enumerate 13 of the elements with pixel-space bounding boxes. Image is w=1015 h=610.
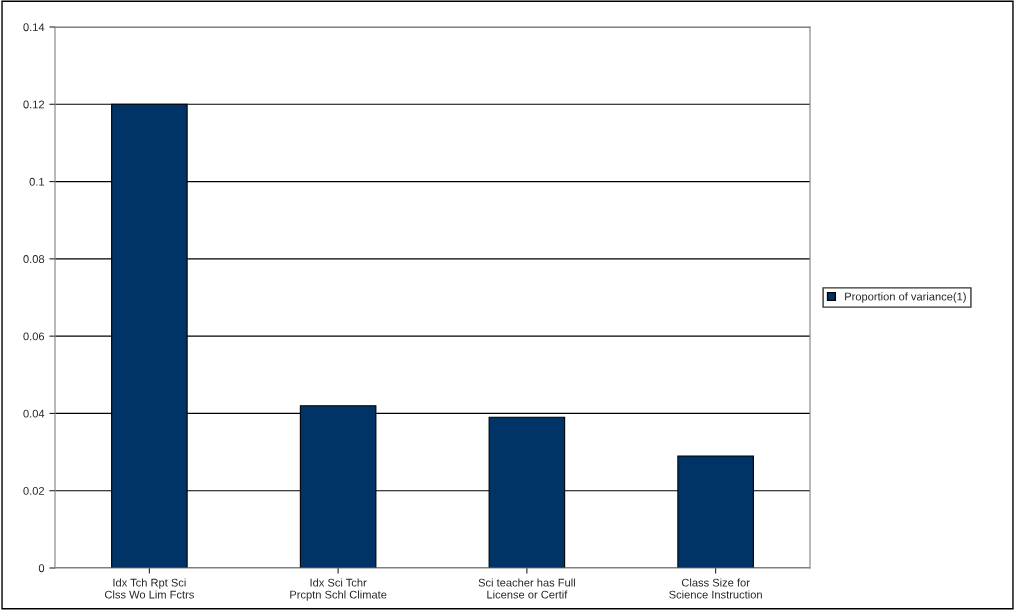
y-tick-label: 0 <box>38 564 45 573</box>
x-tick-label: Idx Tch Rpt Sci Clss Wo Lim Fctrs <box>104 578 194 599</box>
y-tick-label: 0.08 <box>23 255 45 263</box>
x-tick-label: Idx Sci Tchr Prcptn Schl Climate <box>290 578 387 601</box>
x-tick-label: Class Size for Science Instruction <box>669 578 762 599</box>
legend-label: Proportion of variance(1) <box>845 292 966 303</box>
y-tick-label: 0.04 <box>23 409 45 418</box>
y-tick-label: 0.1 <box>29 177 45 186</box>
y-tick-label: 0.02 <box>23 486 45 495</box>
y-tick-label: 0.06 <box>23 332 45 341</box>
y-tick-label: 0.12 <box>23 100 45 109</box>
y-tick-label: 0.14 <box>23 23 45 32</box>
x-tick-label: Sci teacher has Full License or Certif <box>478 578 575 599</box>
